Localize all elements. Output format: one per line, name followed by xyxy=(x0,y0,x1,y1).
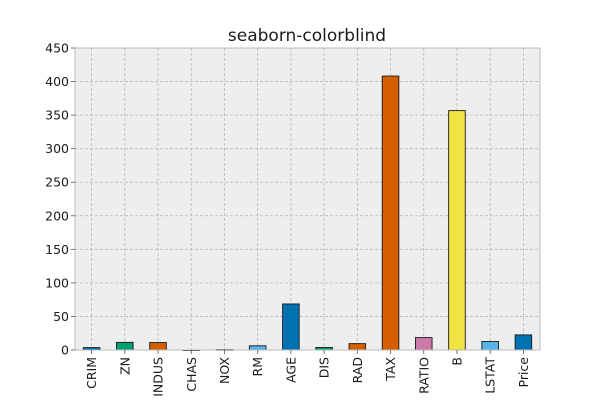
plot-background xyxy=(75,48,540,350)
y-tick-label: 150 xyxy=(45,242,69,257)
x-tick-label-tax: TAX xyxy=(383,357,398,382)
y-tick-label: 450 xyxy=(45,41,69,56)
x-tick-label-zn: ZN xyxy=(117,357,132,375)
x-tick-label-price: Price xyxy=(516,357,531,388)
plot-frame xyxy=(74,47,541,351)
bar-rad xyxy=(348,343,367,351)
bar-indus xyxy=(149,342,167,351)
y-tick-label: 200 xyxy=(45,208,69,223)
y-tick-label: 100 xyxy=(45,275,69,290)
x-tick-label-dis: DIS xyxy=(317,357,332,378)
x-tick-label-indus: INDUS xyxy=(151,357,166,397)
y-tick-label: 300 xyxy=(45,141,69,156)
x-tick-label-age: AGE xyxy=(283,357,298,383)
y-tick-label: 400 xyxy=(45,74,69,89)
x-tick-label-crim: CRIM xyxy=(84,357,99,389)
y-tick-label: 0 xyxy=(61,343,69,358)
bar-ratio xyxy=(414,337,433,351)
bar-tax xyxy=(381,75,400,351)
bar-age xyxy=(282,303,300,351)
x-tick-label-b: B xyxy=(449,357,464,366)
x-tick-label-nox: NOX xyxy=(217,357,232,384)
y-tick-label: 350 xyxy=(45,108,69,123)
x-tick-label-rad: RAD xyxy=(350,357,365,383)
x-tick-label-chas: CHAS xyxy=(184,357,199,392)
bar-lstat xyxy=(481,341,499,351)
bar-price xyxy=(514,334,533,351)
y-tick-label: 250 xyxy=(45,175,69,190)
bar-zn xyxy=(116,341,134,351)
bar-b xyxy=(448,110,466,351)
y-tick-label: 50 xyxy=(53,309,69,324)
x-tick-label-lstat: LSTAT xyxy=(483,357,498,394)
bar-rm xyxy=(248,345,267,351)
x-tick-label-ratio: RATIO xyxy=(416,357,431,394)
x-tick-label-rm: RM xyxy=(250,357,265,376)
chart-title: seaborn-colorblind xyxy=(228,26,386,46)
